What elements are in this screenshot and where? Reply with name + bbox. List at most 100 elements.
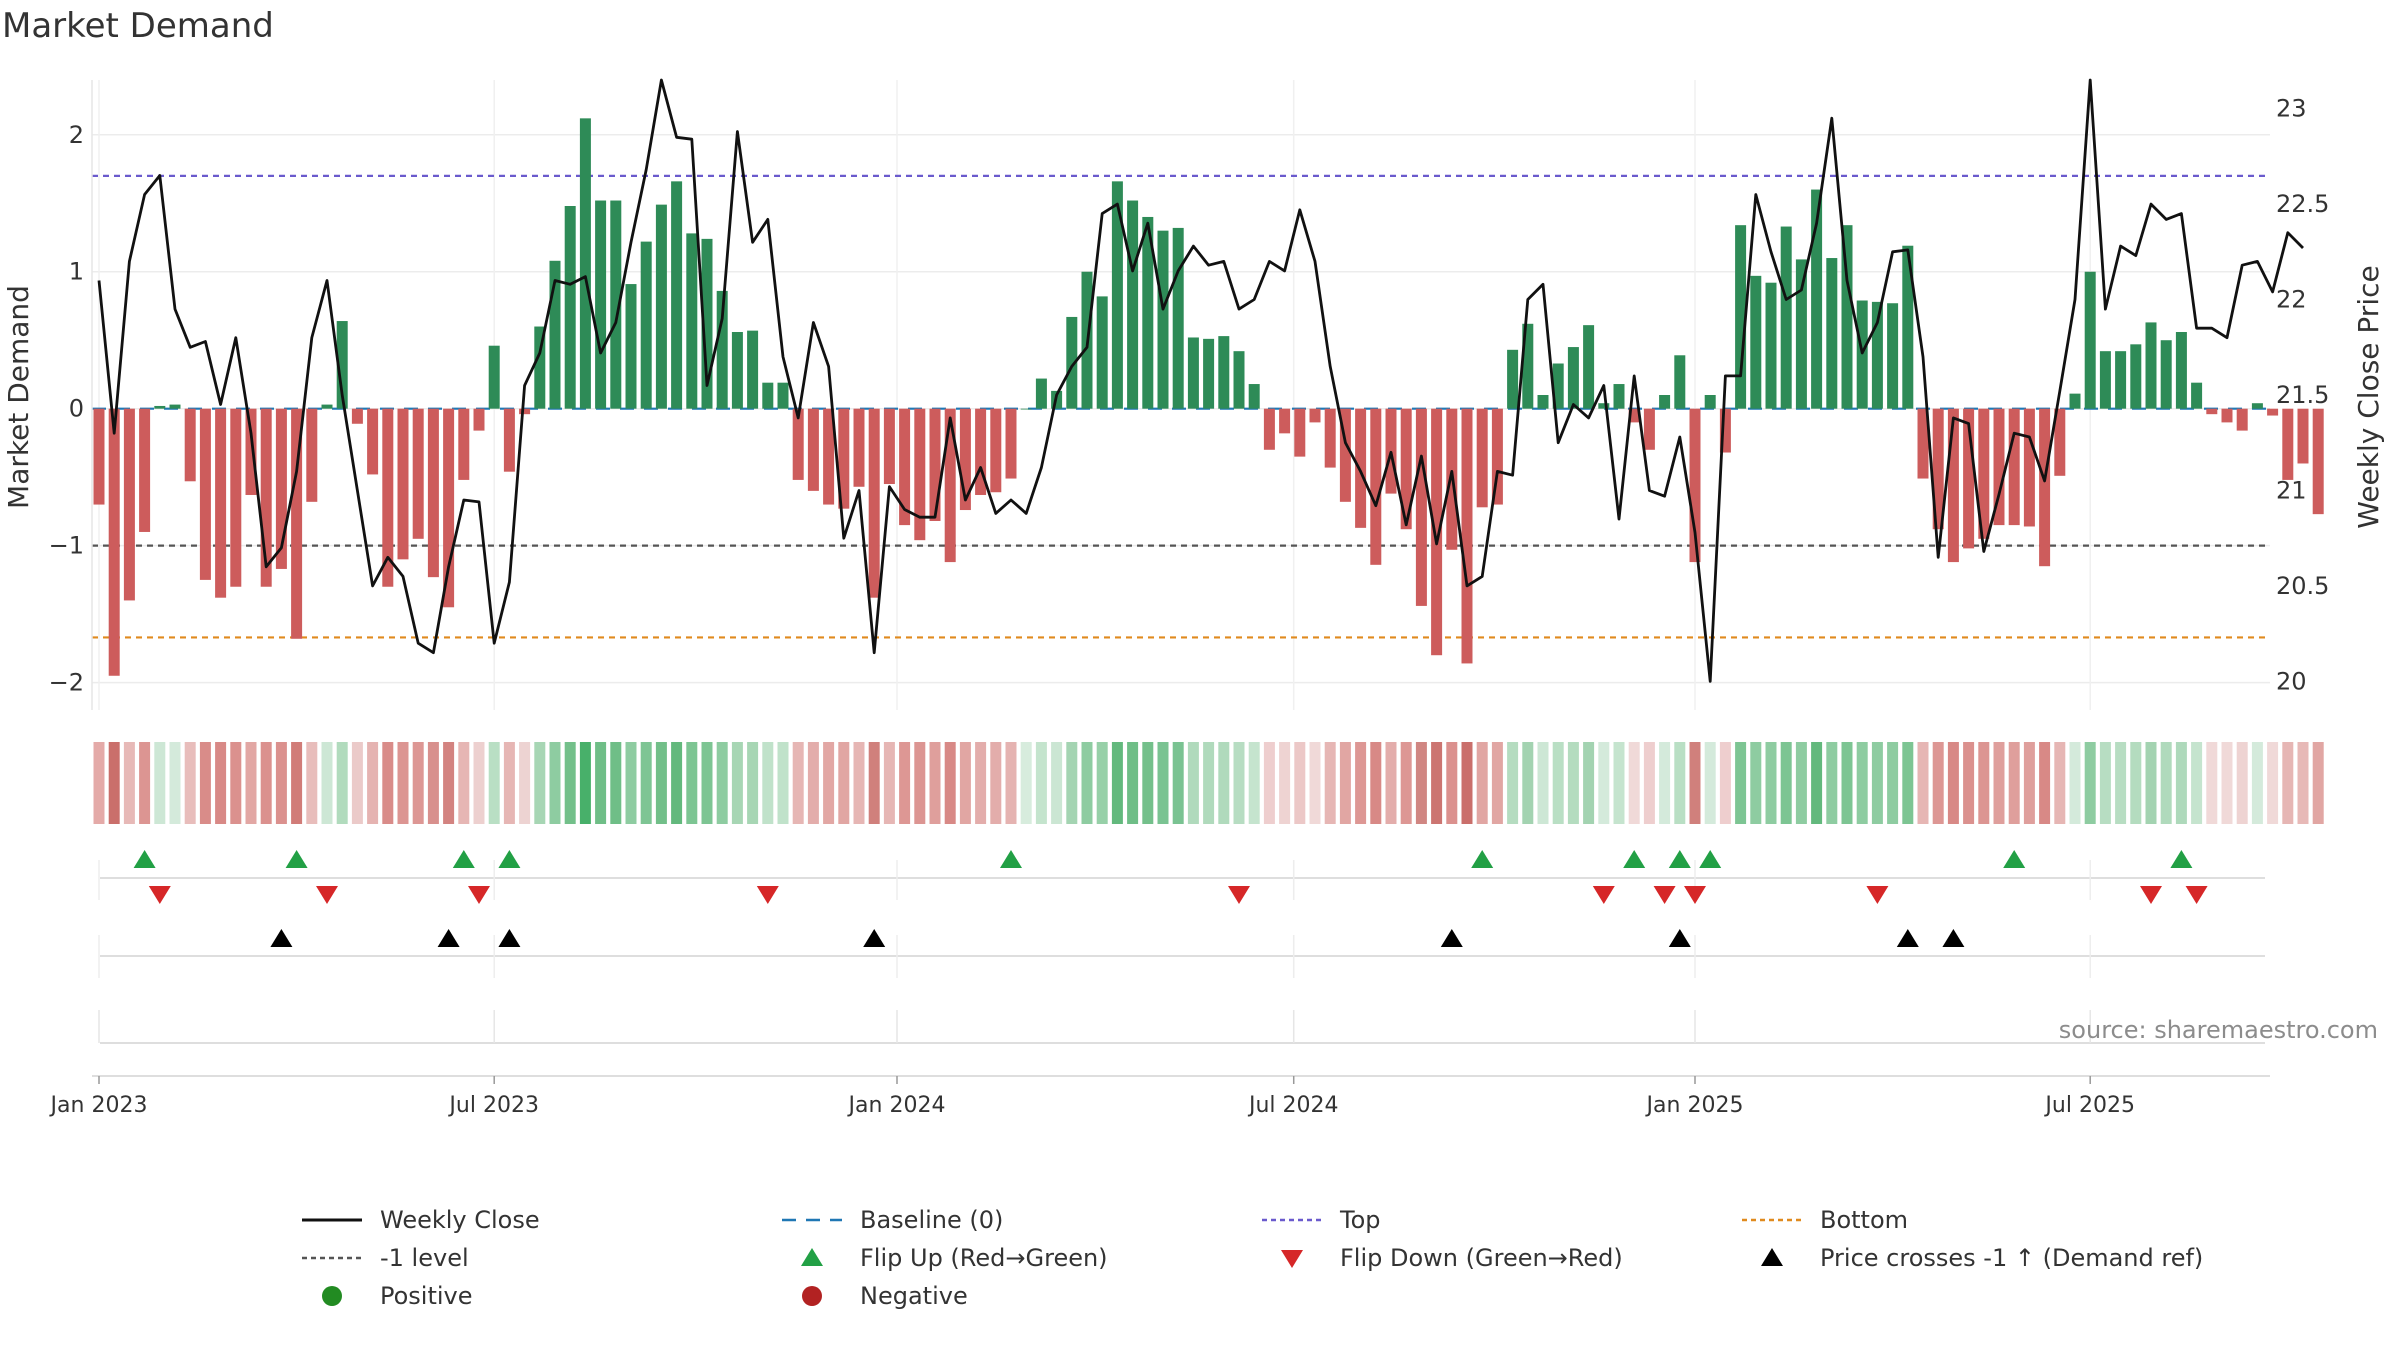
strip-cell bbox=[199, 742, 211, 824]
strip-cell bbox=[2084, 742, 2096, 824]
flip-down-marker bbox=[1592, 886, 1615, 904]
demand-bar bbox=[1233, 351, 1245, 409]
right-tick-label: 20 bbox=[2276, 667, 2307, 695]
strip-cell bbox=[1248, 742, 1260, 824]
demand-bar bbox=[1248, 384, 1260, 409]
strip-cell bbox=[914, 742, 926, 824]
price-cross-marker bbox=[270, 929, 293, 947]
left-tick-label: 0 bbox=[69, 395, 84, 423]
flip-up-marker bbox=[498, 850, 521, 868]
demand-bar bbox=[1203, 338, 1215, 409]
demand-bar bbox=[245, 408, 257, 495]
demand-bar bbox=[2312, 408, 2324, 515]
strip-cell bbox=[1689, 742, 1701, 824]
demand-bar bbox=[1461, 408, 1473, 664]
flip-down-marker bbox=[1653, 886, 1676, 904]
demand-bar bbox=[2145, 322, 2157, 409]
demand-bar bbox=[1567, 347, 1579, 409]
demand-bar bbox=[1294, 408, 1306, 457]
legend-symbol-cross bbox=[1740, 1243, 1804, 1273]
left-tick-label: −1 bbox=[49, 532, 84, 560]
legend-symbol-positive bbox=[300, 1281, 364, 1311]
strip-cell bbox=[1583, 742, 1595, 824]
flip-down-marker bbox=[2140, 886, 2162, 904]
left-tick-label: −2 bbox=[49, 669, 84, 697]
strip-cell bbox=[215, 742, 227, 824]
legend-label: Weekly Close bbox=[380, 1206, 540, 1234]
demand-bar bbox=[1887, 303, 1899, 409]
strip-cell bbox=[2130, 742, 2142, 824]
demand-bar bbox=[1157, 230, 1169, 409]
strip-cell bbox=[1005, 742, 1017, 824]
right-tick-label: 20.5 bbox=[2276, 572, 2329, 600]
demand-bar bbox=[1491, 408, 1503, 505]
demand-bar bbox=[2282, 408, 2294, 480]
demand-bar bbox=[1659, 395, 1671, 409]
strip-cell bbox=[1263, 742, 1275, 824]
strip-cell bbox=[108, 742, 120, 824]
strip-cell bbox=[1826, 742, 1838, 824]
legend-label: Flip Up (Red→Green) bbox=[860, 1244, 1108, 1272]
demand-bar bbox=[883, 408, 895, 485]
demand-bar bbox=[2008, 408, 2020, 526]
strip-cell bbox=[747, 742, 759, 824]
demand-bar bbox=[1780, 226, 1792, 409]
strip-cell bbox=[1765, 742, 1777, 824]
demand-bar bbox=[1719, 408, 1731, 453]
flip-down-marker bbox=[756, 886, 779, 904]
demand-bar bbox=[1598, 403, 1610, 409]
strip-cell bbox=[1127, 742, 1139, 824]
strip-cell bbox=[1461, 742, 1473, 824]
legend-item-bottom: Bottom bbox=[1740, 1205, 1908, 1235]
strip-cell bbox=[1294, 742, 1306, 824]
strip-cell bbox=[2221, 742, 2233, 824]
demand-bar bbox=[1005, 408, 1017, 479]
strip-cell bbox=[169, 742, 181, 824]
strip-cell bbox=[640, 742, 652, 824]
x-tick-label: Jul 2025 bbox=[2043, 1093, 2135, 1118]
price-cross-marker bbox=[1668, 929, 1691, 947]
strip-cell bbox=[1355, 742, 1367, 824]
strip-cell bbox=[2297, 742, 2309, 824]
strip-cell bbox=[1735, 742, 1747, 824]
demand-bar bbox=[1628, 408, 1640, 423]
flip-up-marker bbox=[1668, 850, 1691, 868]
demand-bar bbox=[1735, 225, 1747, 409]
demand-bar bbox=[1811, 189, 1823, 409]
strip-cell bbox=[2160, 742, 2172, 824]
demand-bars bbox=[93, 118, 2324, 676]
demand-bar bbox=[1400, 408, 1412, 530]
strip-cell bbox=[351, 742, 363, 824]
x-tick-label: Jan 2023 bbox=[49, 1093, 148, 1118]
demand-bar bbox=[929, 408, 941, 521]
strip-cell bbox=[2054, 742, 2066, 824]
strip-cell bbox=[488, 742, 500, 824]
strip-cell bbox=[2267, 742, 2279, 824]
strip-cell bbox=[1187, 742, 1199, 824]
left-tick-label: 2 bbox=[69, 121, 84, 149]
demand-bar bbox=[1765, 282, 1777, 409]
demand-bar bbox=[640, 241, 652, 409]
demand-bar bbox=[154, 405, 166, 409]
strip-cell bbox=[655, 742, 667, 824]
strip-cell bbox=[1431, 742, 1443, 824]
flip-up-marker bbox=[2170, 850, 2193, 868]
strip-cell bbox=[1887, 742, 1899, 824]
legend-item-close: Weekly Close bbox=[300, 1205, 540, 1235]
legend-symbol-baseline bbox=[780, 1205, 844, 1235]
price-cross-marker bbox=[1942, 929, 1965, 947]
strip-cell bbox=[1978, 742, 1990, 824]
legend-label: -1 level bbox=[380, 1244, 469, 1272]
strip-cell bbox=[716, 742, 728, 824]
strip-cell bbox=[579, 742, 591, 824]
right-tick-label: 23 bbox=[2276, 95, 2307, 123]
strip-cell bbox=[382, 742, 394, 824]
demand-bar bbox=[1978, 408, 1990, 539]
flip-up-marker bbox=[1623, 850, 1646, 868]
strip-cell bbox=[1476, 742, 1488, 824]
strip-cell bbox=[1233, 742, 1245, 824]
demand-bar bbox=[2160, 340, 2172, 409]
legend-symbol-bottom bbox=[1740, 1205, 1804, 1235]
strip-cell bbox=[838, 742, 850, 824]
weekly-close-line bbox=[97, 78, 2304, 683]
